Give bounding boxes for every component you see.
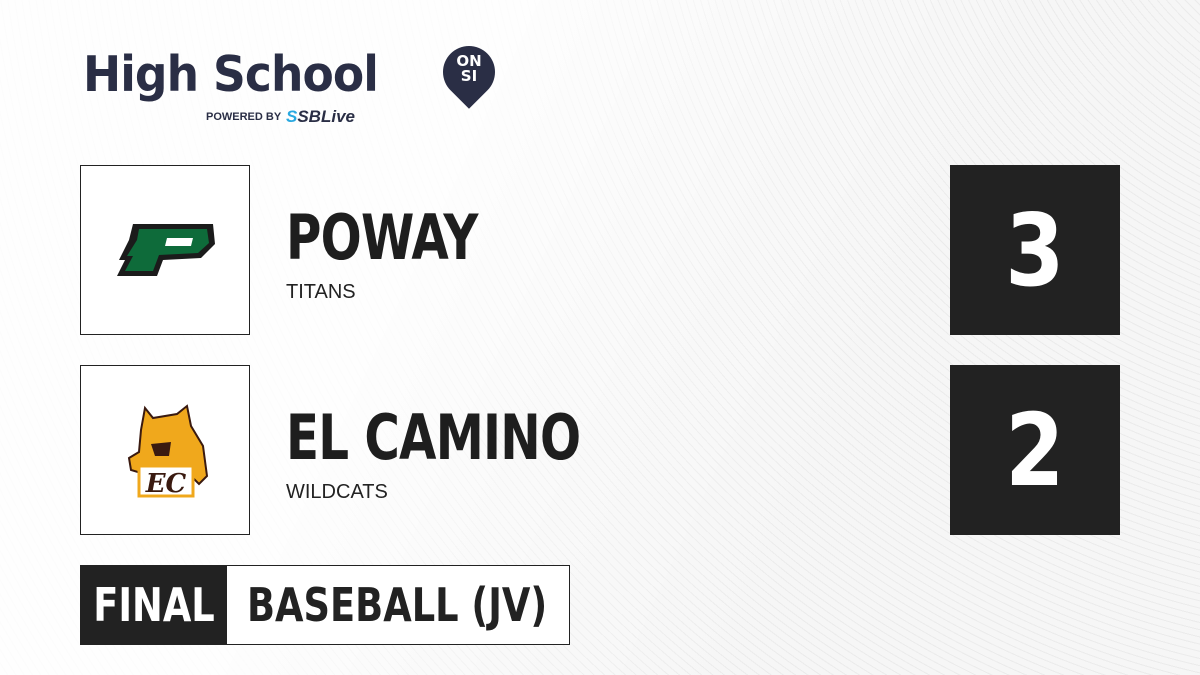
poway-logo-box — [80, 165, 250, 335]
sport-label: BASEBALL (JV) — [227, 566, 569, 644]
pin-badge-text: ON SI — [456, 52, 482, 85]
wildcat-logo-icon: EC — [127, 404, 209, 499]
svg-text:EC: EC — [145, 469, 187, 499]
away-team-name: EL CAMINO — [286, 401, 581, 474]
final-badge: FINAL — [81, 566, 227, 644]
home-team-score: 3 — [950, 165, 1120, 335]
brand-title: High School — [83, 46, 379, 103]
powered-by-label: POWERED BY — [206, 111, 282, 123]
el-camino-logo-box: EC — [80, 365, 250, 535]
home-team-mascot: TITANS — [286, 281, 356, 303]
away-team-score: 2 — [950, 365, 1120, 535]
poway-p-logo-icon — [117, 224, 215, 276]
game-status-bar: FINAL BASEBALL (JV) — [80, 565, 570, 645]
home-team-name: POWAY — [286, 201, 478, 274]
away-team-mascot: WILDCATS — [286, 481, 388, 503]
sblive-logo: SSBLive — [286, 107, 355, 126]
